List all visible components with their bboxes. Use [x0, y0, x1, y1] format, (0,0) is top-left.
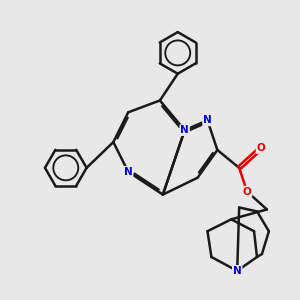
Text: N: N: [124, 167, 133, 177]
Text: N: N: [180, 125, 189, 135]
Text: O: O: [256, 143, 265, 153]
Text: N: N: [203, 115, 212, 125]
Text: O: O: [243, 187, 251, 196]
Text: N: N: [233, 266, 242, 276]
